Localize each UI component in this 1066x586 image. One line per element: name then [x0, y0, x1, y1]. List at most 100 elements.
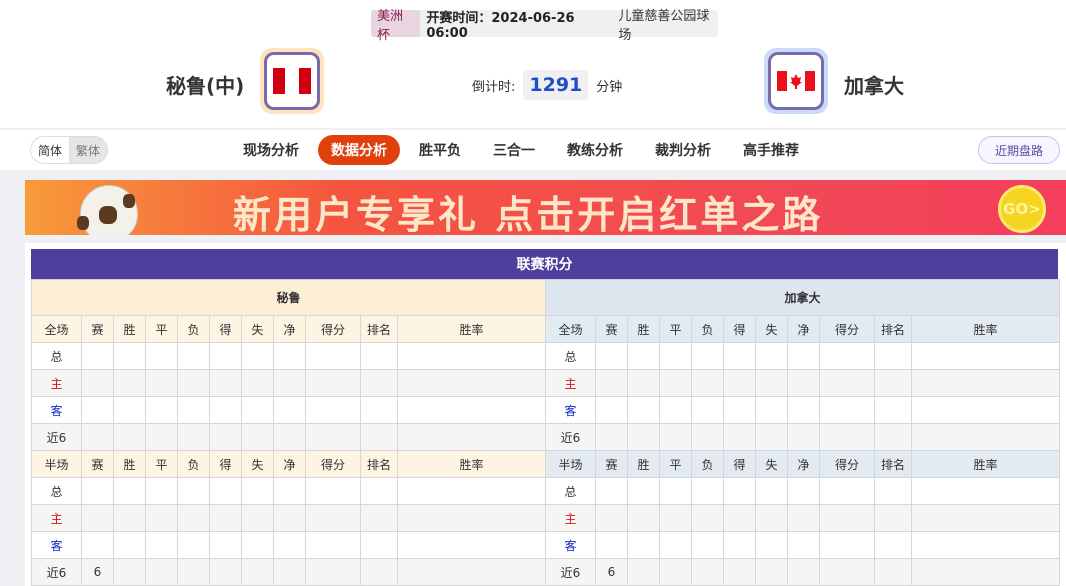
cell [305, 423, 361, 451]
cell [910, 342, 1061, 370]
row-label: 客 [545, 396, 596, 424]
tab-1[interactable]: 数据分析 [318, 135, 400, 165]
cell [113, 423, 146, 451]
home-standings-table: 秘鲁 全场赛胜平负得失净得分 排名 胜率总主客近6 半场赛胜平负得失净得分 排名 胜率总主客… [30, 279, 547, 586]
cell [145, 342, 178, 370]
cell [723, 531, 756, 559]
column-header: 胜 [627, 450, 660, 478]
cell [755, 423, 788, 451]
column-header: 负 [177, 450, 210, 478]
cell [819, 423, 875, 451]
column-header: 半场 [31, 450, 82, 478]
cell [360, 396, 398, 424]
tab-3[interactable]: 三合一 [493, 143, 535, 159]
home-team-name[interactable]: 秘鲁(中) [166, 74, 245, 98]
cell [360, 342, 398, 370]
column-header: 全场 [545, 315, 596, 343]
cell [273, 477, 306, 505]
cell [627, 477, 660, 505]
column-header: 排名 [874, 315, 912, 343]
peru-flag-icon [273, 68, 311, 94]
countdown: 倒计时: 1291 分钟 [472, 70, 622, 100]
cell [691, 558, 724, 586]
cell [177, 477, 210, 505]
cell [177, 396, 210, 424]
home-team-logo[interactable] [260, 48, 324, 114]
cell [145, 396, 178, 424]
cell [910, 423, 1061, 451]
cell [396, 342, 547, 370]
cell [723, 477, 756, 505]
table-row: 近6 6 [545, 558, 1061, 586]
cell [145, 504, 178, 532]
soccer-ball-icon [77, 185, 138, 235]
cell [627, 369, 660, 397]
table-row: 总 [31, 477, 547, 505]
lang-simplified[interactable]: 简体 [38, 143, 63, 158]
cell [81, 531, 114, 559]
row-label: 总 [545, 477, 596, 505]
cell [145, 423, 178, 451]
language-toggle: 简体 繁体 [30, 136, 109, 164]
cell [305, 477, 361, 505]
cell [113, 396, 146, 424]
cell [819, 342, 875, 370]
cell [241, 396, 274, 424]
away-team-name[interactable]: 加拿大 [844, 74, 904, 98]
cell [595, 423, 628, 451]
cell [81, 504, 114, 532]
cell [910, 477, 1061, 505]
cell [819, 396, 875, 424]
column-header: 得 [209, 315, 242, 343]
countdown-unit: 分钟 [596, 79, 623, 95]
row-label: 总 [31, 342, 82, 370]
column-header: 得分 [819, 315, 875, 343]
cell [723, 396, 756, 424]
column-header: 净 [273, 450, 306, 478]
cell [910, 531, 1061, 559]
tab-6[interactable]: 高手推荐 [743, 143, 799, 159]
cell [273, 504, 306, 532]
cell [659, 558, 692, 586]
cell [819, 477, 875, 505]
cell [874, 369, 912, 397]
countdown-value: 1291 [523, 70, 589, 100]
tab-5[interactable]: 裁判分析 [655, 143, 711, 159]
cell [145, 477, 178, 505]
cell [691, 369, 724, 397]
go-button[interactable]: GO> [998, 185, 1046, 233]
cell [145, 369, 178, 397]
cell [360, 423, 398, 451]
cell [396, 558, 547, 586]
cell [787, 477, 820, 505]
table-row: 主 [545, 369, 1061, 397]
cell [755, 558, 788, 586]
column-header: 失 [755, 450, 788, 478]
promo-banner[interactable]: 新用户专享礼 点击开启红单之路 GO> [25, 180, 1066, 235]
cell [273, 342, 306, 370]
cell [241, 342, 274, 370]
cell [360, 477, 398, 505]
cell [691, 531, 724, 559]
tab-0[interactable]: 现场分析 [243, 143, 299, 159]
tab-4[interactable]: 教练分析 [567, 143, 623, 159]
away-team-logo[interactable] [764, 48, 828, 114]
cell [273, 396, 306, 424]
table-row: 主 [31, 504, 547, 532]
cell [360, 558, 398, 586]
team-header: 加拿大 [544, 279, 1061, 316]
cell [177, 423, 210, 451]
lang-traditional[interactable]: 繁体 [69, 137, 108, 163]
tab-2[interactable]: 胜平负 [419, 143, 461, 159]
column-header: 负 [177, 315, 210, 343]
cup-badge[interactable]: 美洲杯 [371, 9, 421, 43]
column-header: 排名 [360, 450, 398, 478]
column-header: 胜率 [910, 315, 1061, 343]
cell [396, 369, 547, 397]
cell [360, 504, 398, 532]
cell [723, 369, 756, 397]
cell [273, 423, 306, 451]
recent-odds-button[interactable]: 近期盘路 [978, 136, 1060, 164]
cell [305, 396, 361, 424]
cell [209, 342, 242, 370]
